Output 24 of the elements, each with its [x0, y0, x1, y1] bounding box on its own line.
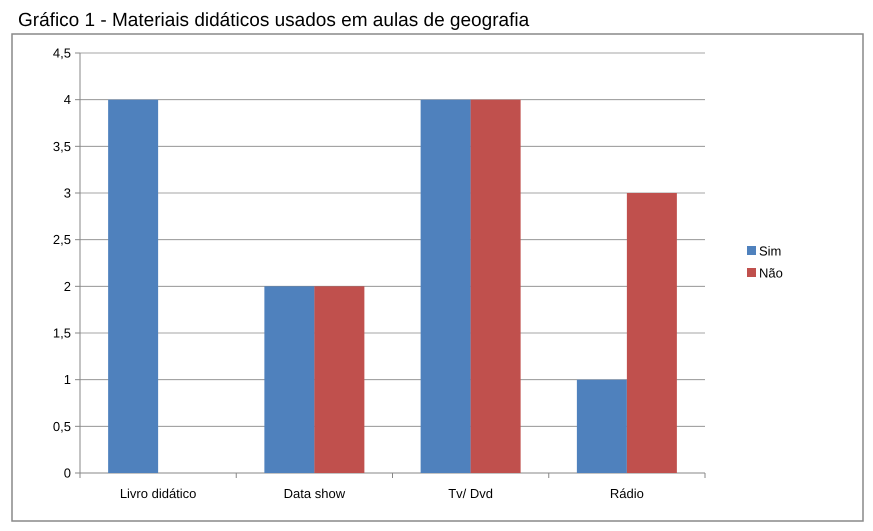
y-tick-label: 1,5 — [52, 326, 71, 341]
y-tick-label: 2 — [64, 278, 71, 294]
y-tick-label: 3 — [64, 186, 71, 201]
x-tick-label: Tv/ Dvd — [448, 486, 494, 501]
x-tick-label: Livro didático — [120, 486, 196, 501]
y-tick-label: 2,5 — [52, 232, 71, 248]
bar — [626, 193, 677, 473]
legend-label: Sim — [759, 244, 782, 259]
y-tick-label: 1 — [64, 372, 71, 388]
bar — [576, 380, 627, 473]
y-tick-label: 4 — [64, 92, 71, 108]
legend-label: Não — [759, 266, 783, 281]
y-tick-label: 0,5 — [52, 418, 71, 434]
bar — [314, 286, 364, 473]
x-tick-label: Rádio — [610, 486, 644, 501]
y-tick-label: 0 — [64, 466, 71, 481]
bar — [264, 286, 314, 473]
bar — [108, 100, 158, 473]
y-tick-label: 4,5 — [52, 46, 71, 61]
y-tick-label: 3,5 — [52, 138, 71, 154]
bar — [420, 100, 471, 473]
bar — [470, 100, 521, 473]
chart-title: Gráfico 1 - Materiais didáticos usados em aulas de geografia — [18, 10, 530, 31]
x-tick-label: Data show — [284, 486, 346, 501]
